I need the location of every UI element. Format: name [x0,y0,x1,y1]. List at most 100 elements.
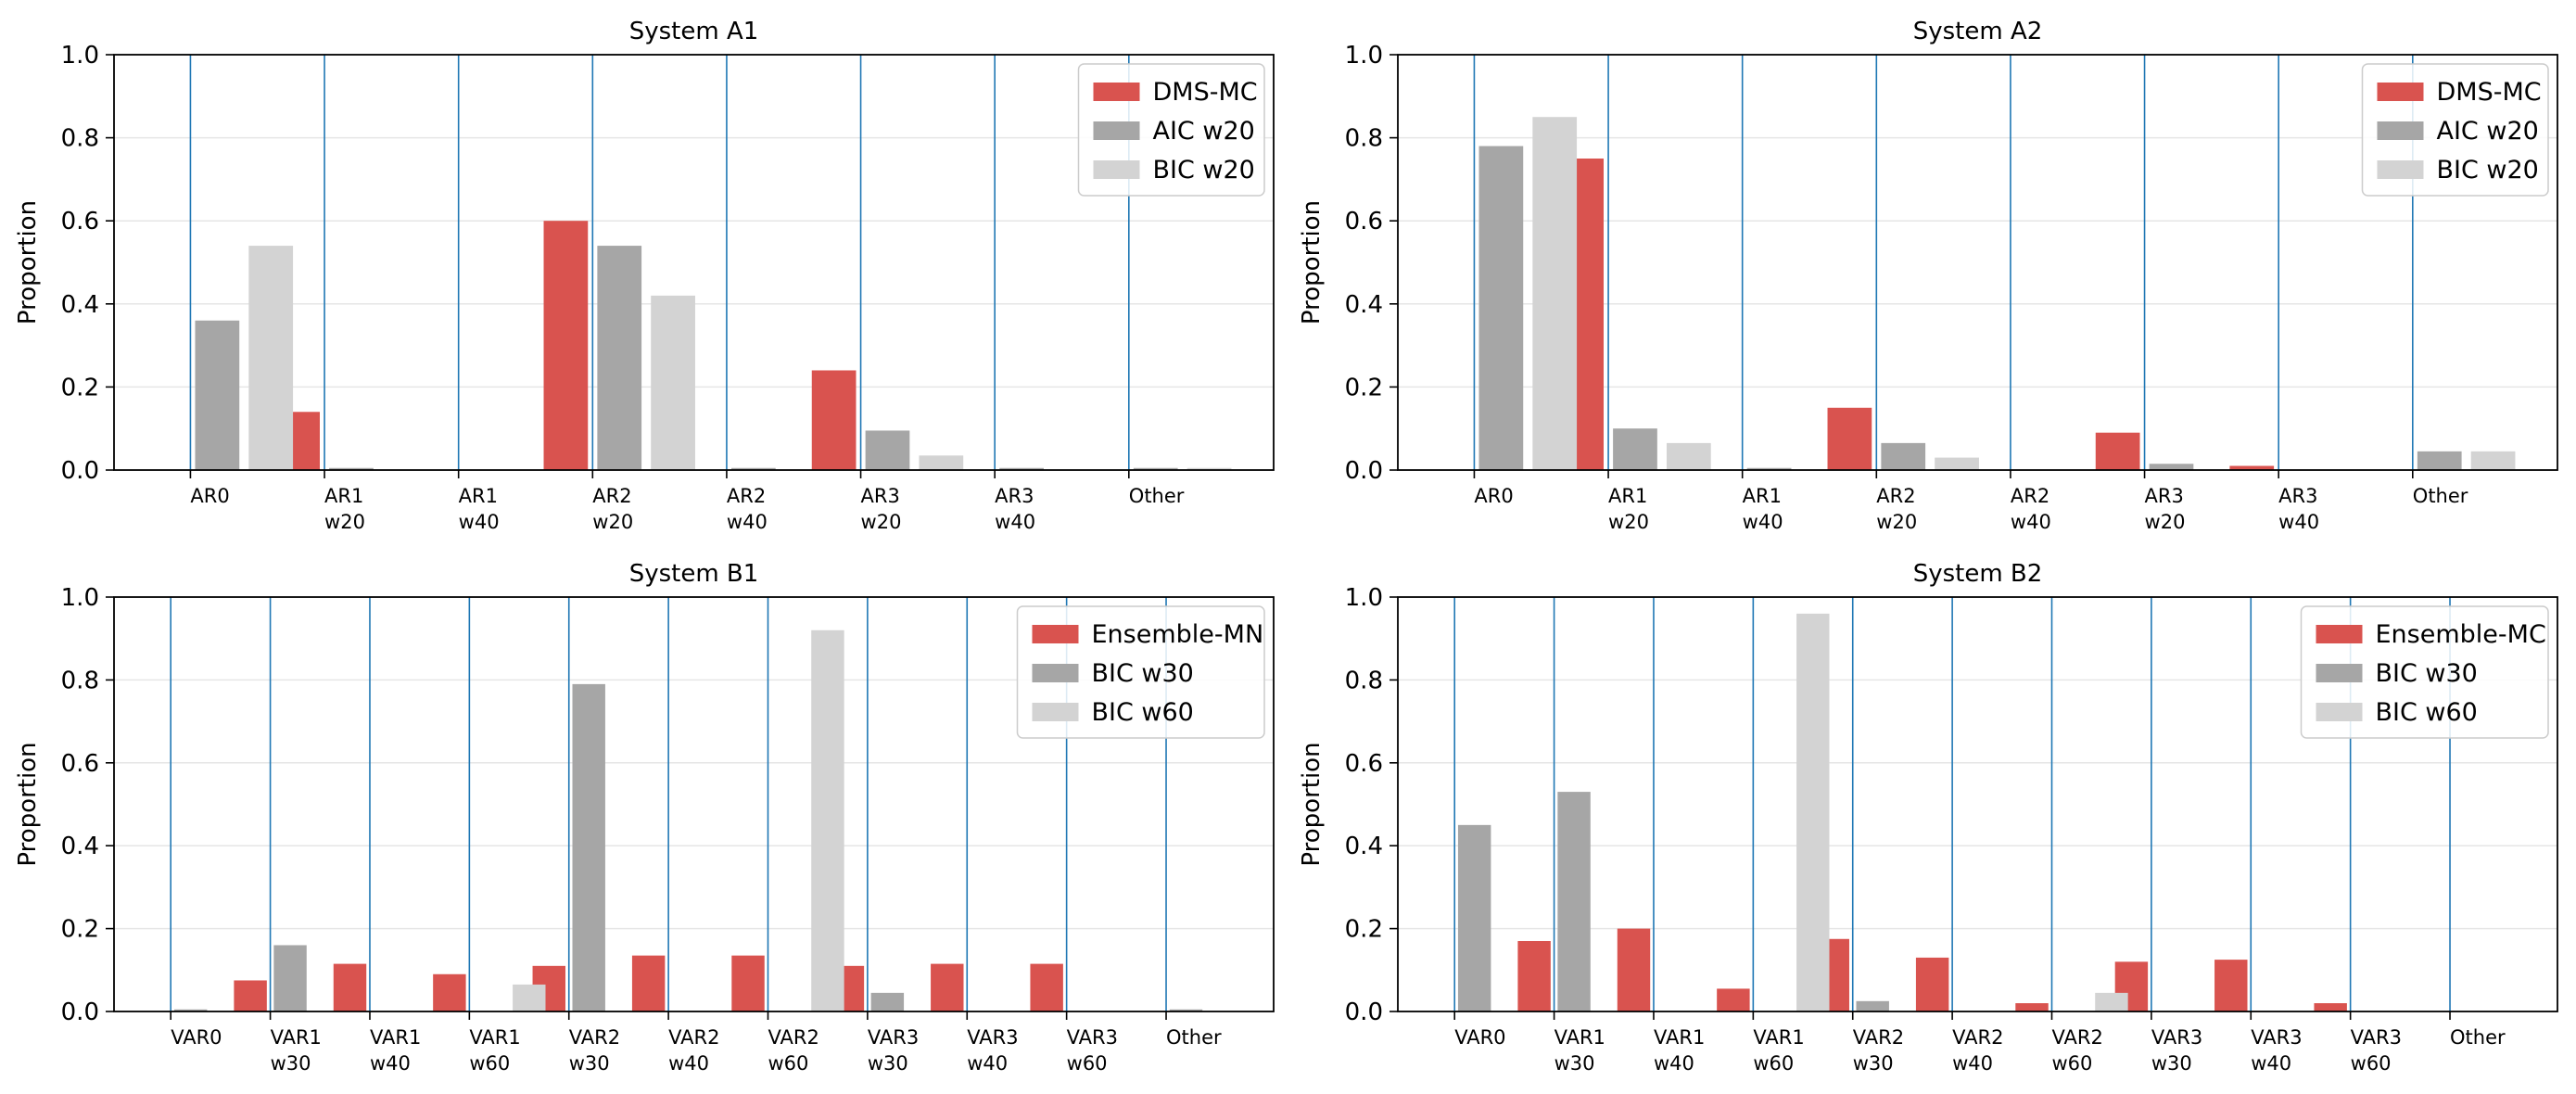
x-tick-label: VAR2 w30 [569,1026,620,1075]
bar-aic-w20-3 [1881,442,1926,470]
bar-aic-w20-6 [999,467,1044,470]
y-tick-label: 0.0 [1345,457,1383,485]
bar-bic-w20-0 [1532,117,1578,470]
bar-ensemble-mc-5 [1915,957,1949,1011]
x-tick-label: Other [2413,485,2468,507]
legend-label: AIC w20 [1153,117,1255,146]
legend-label: BIC w60 [2376,698,2478,727]
y-tick-label: 0.2 [1345,374,1383,401]
legend-swatch [1093,121,1140,140]
y-axis-label: Proportion [1298,200,1326,324]
legend-label: BIC w20 [1153,156,1255,184]
y-tick-label: 1.0 [61,42,99,70]
legend-label: AIC w20 [2437,117,2539,146]
legend-label: DMS-MC [2437,78,2542,107]
bar-ensemble-mn-2 [333,963,367,1011]
legend-swatch [2316,703,2363,721]
bar-bic-w60-6 [811,630,844,1011]
y-tick-label: 0.6 [61,750,99,778]
bar-bic-w30-0 [173,1009,208,1011]
bar-bic-w20-5 [919,455,964,470]
bar-bic-w30-0 [1457,824,1491,1011]
bar-bic-w30-4 [1856,1000,1889,1011]
y-axis-label: Proportion [1298,742,1326,866]
y-tick-label: 1.0 [61,584,99,612]
bar-aic-w20-5 [865,430,910,470]
bar-aic-w20-1 [1613,428,1657,470]
legend-label: BIC w30 [1092,659,1194,688]
y-tick-label: 0.0 [1345,999,1383,1026]
bar-dms-mc-6 [2229,465,2275,470]
legend-label: Ensemble-MN [1092,620,1264,649]
bar-ensemble-mc-8 [2214,960,2248,1011]
bar-ensemble-mn-9 [1030,963,1063,1011]
chart-title: System B1 [629,560,759,588]
bar-bic-w30-1 [273,945,307,1011]
bar-aic-w20-2 [1746,467,1792,470]
legend: Ensemble-MC BIC w30 BIC w60 [2300,605,2549,739]
bar-bic-w20-0 [248,246,294,470]
chart-panel-1: 0.0 0.2 0.4 0.6 0.8 1.0 AR0 AR1 w20 AR1 w40 AR2 w20 A… [14,18,1275,533]
x-tick-label: VAR2 w30 [1853,1026,1904,1075]
chart-title: System A1 [629,18,759,45]
x-tick-label: AR2 w40 [727,485,768,533]
x-tick-label: VAR2 w40 [668,1026,719,1075]
bar-ensemble-mn-1 [234,980,267,1011]
legend-swatch [1093,83,1140,101]
bar-dms-mc-3 [1827,407,1872,470]
legend-swatch [1093,160,1140,179]
bar-bic-w20-7 [1186,467,1232,470]
x-tick-label: VAR1 w60 [469,1026,520,1075]
legend-label: Ensemble-MC [2376,620,2546,649]
x-tick-label: Other [2450,1026,2506,1049]
y-tick-label: 0.4 [61,833,99,860]
y-tick-label: 0.6 [1345,750,1383,778]
bar-ensemble-mn-8 [931,963,964,1011]
bar-aic-w20-5 [2149,464,2194,470]
y-tick-label: 0.0 [61,457,99,485]
y-tick-label: 0.6 [1345,208,1383,235]
x-tick-label: VAR3 w60 [2351,1026,2402,1075]
bar-bic-w20-1 [1666,442,1711,470]
axes-frame [113,54,1275,471]
x-tick-label: Other [1166,1026,1222,1049]
x-tick-label: AR2 w40 [2011,485,2051,533]
x-tick-label: AR2 w20 [592,485,633,533]
bar-bic-w30-7 [870,992,905,1011]
bar-aic-w20-0 [1478,146,1524,470]
x-tick-label: VAR2 w60 [2051,1026,2102,1075]
y-tick-label: 0.6 [61,208,99,235]
x-tick-label: VAR2 w40 [1952,1026,2003,1075]
bar-aic-w20-7 [1133,467,1178,470]
legend-swatch [2377,83,2424,101]
chart-panel-3: 0.0 0.2 0.4 0.6 0.8 1.0 VAR0 VAR1 w30 VAR1 w40 VAR1… [14,560,1275,1075]
x-tick-label: VAR1 w30 [1554,1026,1605,1075]
legend: DMS-MC AIC w20 BIC w20 [2361,63,2549,197]
x-tick-label: VAR3 w40 [967,1026,1018,1075]
axes-frame [1397,54,2558,471]
y-tick-label: 0.8 [1345,667,1383,694]
y-tick-label: 0.8 [1345,125,1383,153]
bar-bic-w30-4 [572,683,605,1011]
legend-frame [2300,605,2549,739]
x-tick-label: VAR1 w40 [370,1026,421,1075]
legend-label: BIC w60 [1092,698,1194,727]
x-tick-label: AR1 w20 [1608,485,1649,533]
legend-swatch [1032,625,1079,643]
bar-ensemble-mc-9 [2314,1003,2347,1011]
x-tick-label: VAR1 w40 [1654,1026,1705,1075]
legend-label: BIC w30 [2376,659,2478,688]
bar-aic-w20-4 [730,467,776,470]
legend-swatch [2377,121,2424,140]
y-tick-label: 1.0 [1345,42,1383,70]
chart-title: System A2 [1913,18,2043,45]
bar-ensemble-mc-3 [1717,988,1750,1011]
legend-swatch [2316,664,2363,682]
x-tick-label: AR1 w40 [459,485,500,533]
y-tick-label: 0.4 [1345,833,1383,860]
bar-dms-mc-5 [2095,432,2140,470]
legend: Ensemble-MN BIC w30 BIC w60 [1016,605,1265,739]
bar-aic-w20-1 [329,467,374,470]
x-tick-label: AR3 w40 [2278,485,2319,533]
